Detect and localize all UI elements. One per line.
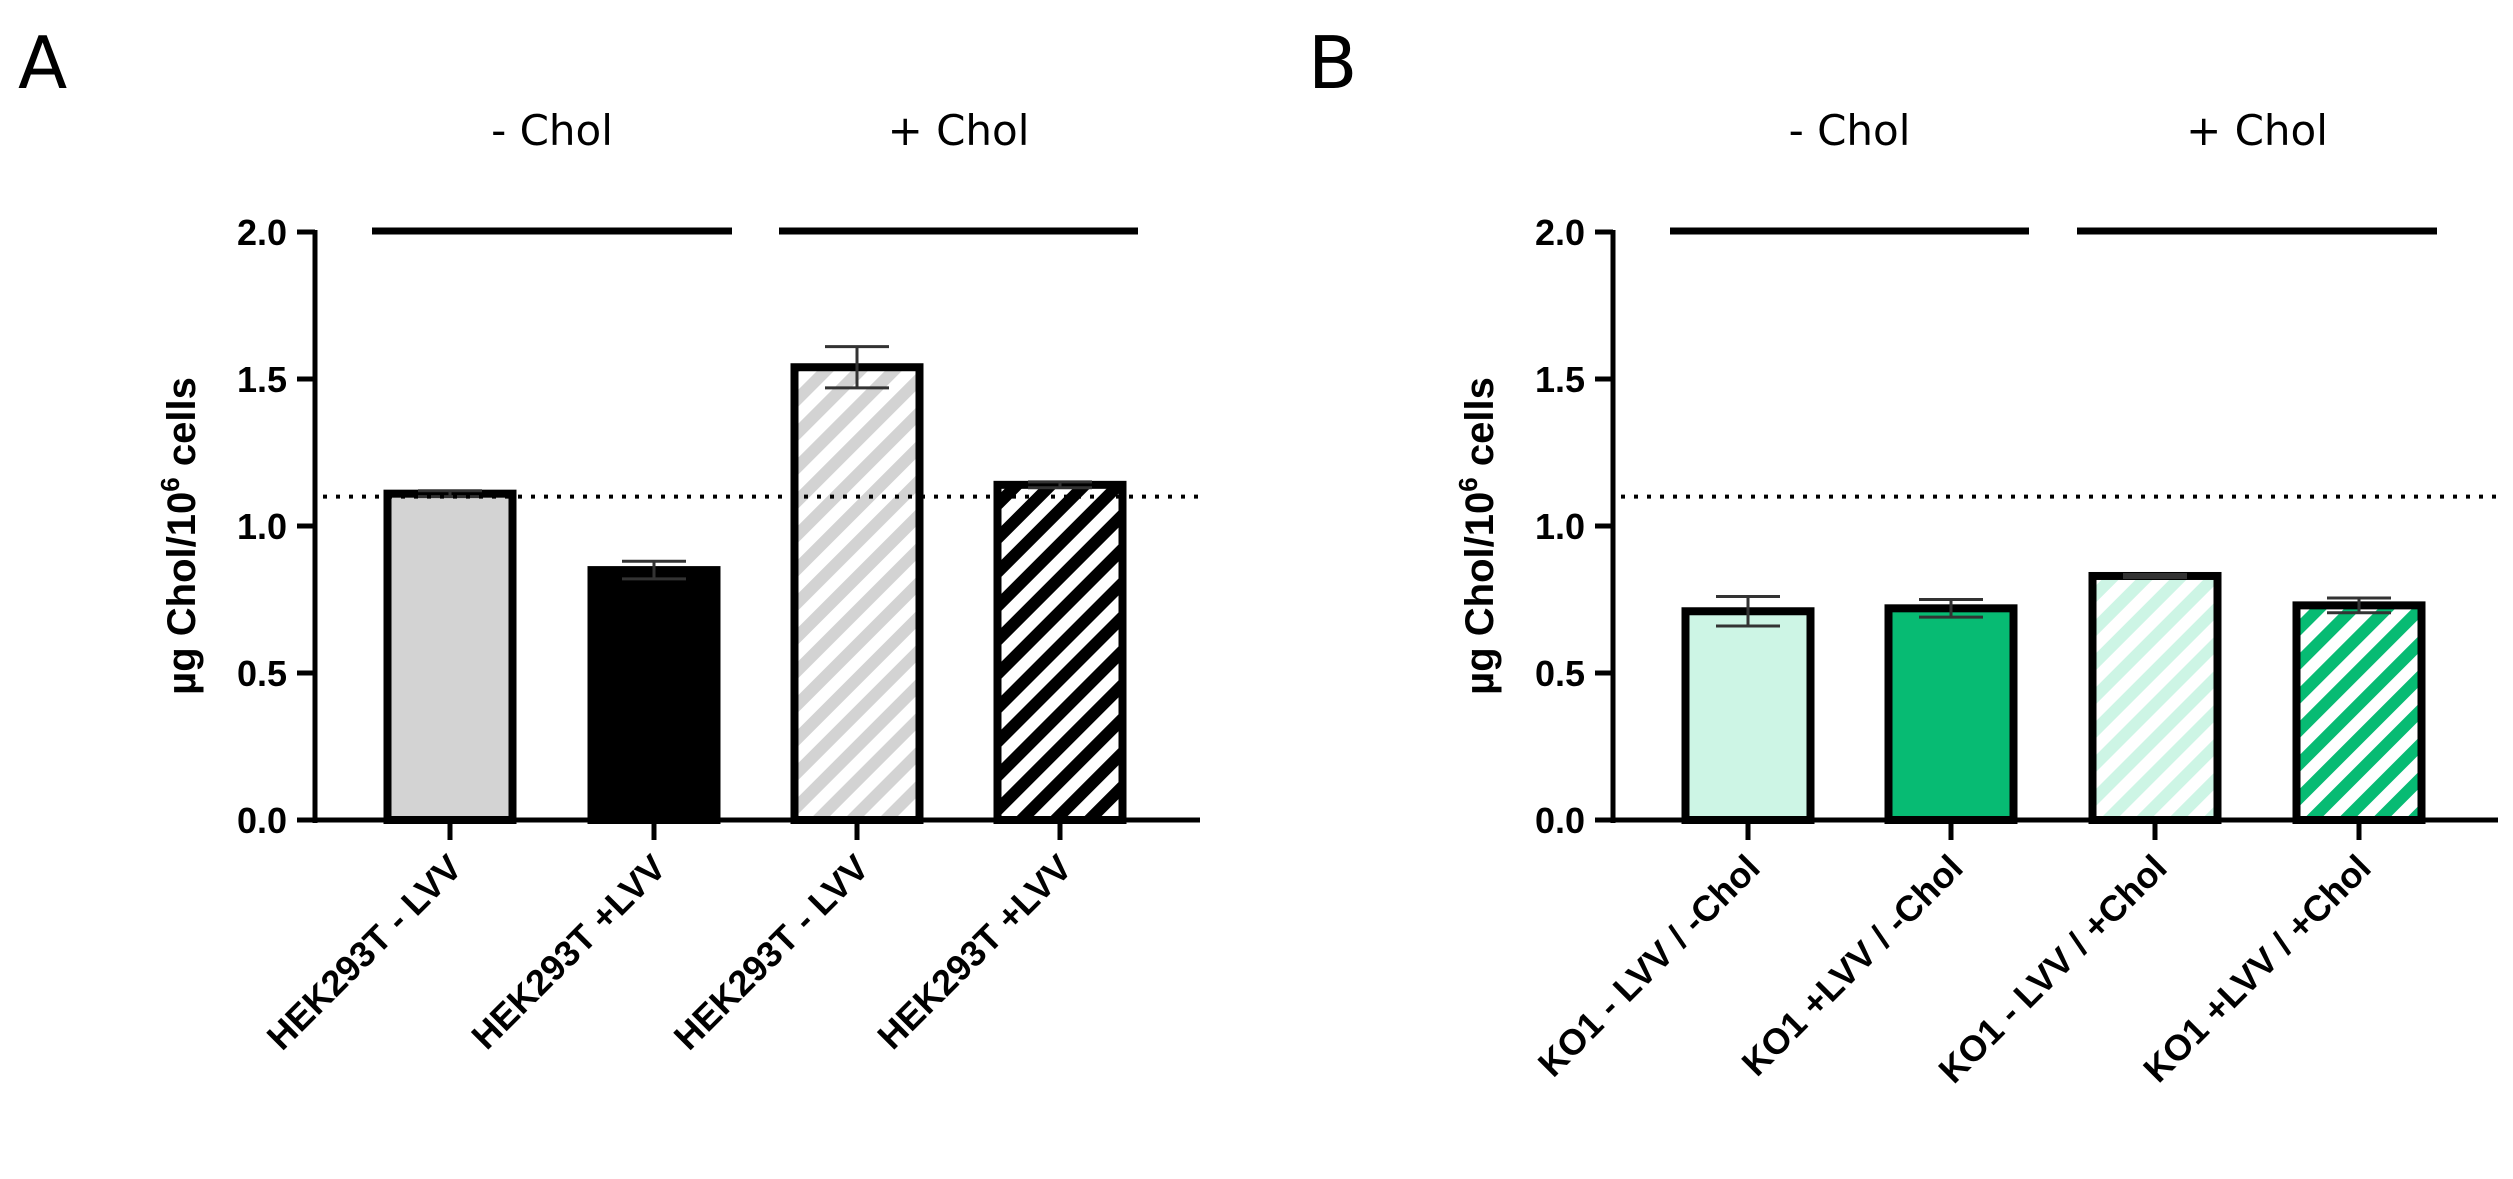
y-tick-label: 2.0 [1535, 212, 1585, 253]
y-tick-label: 1.5 [1535, 359, 1585, 400]
category-label: HEK293T +LVV [869, 847, 1079, 1057]
bar [1884, 604, 2018, 824]
y-tick-label: 0.5 [237, 653, 287, 694]
y-tick-label: 0.5 [1535, 653, 1585, 694]
category-label: KO1 +LVV / -Chol [1734, 847, 1971, 1084]
category-label: HEK293T +LVV [463, 847, 673, 1057]
category-label: KO1 - LVV / +Chol [1930, 847, 2174, 1091]
category-label: KO1 +LVV / +Chol [2135, 847, 2379, 1091]
category-label: KO1 - LVV / -Chol [1530, 847, 1768, 1085]
error-bar [2123, 573, 2187, 579]
error-bar [1919, 598, 1983, 619]
y-tick-label: 0.0 [237, 800, 287, 841]
error-bar [2327, 596, 2391, 615]
panel-b: B - Chol + Chol 0.0 0.5 1.0 1.5 2.0 µg Chol/106 … [1308, 21, 2498, 1091]
error-bar [622, 559, 686, 581]
bar [587, 566, 721, 824]
y-tick-label: 0.0 [1535, 800, 1585, 841]
group-label: - Chol [1789, 106, 1911, 155]
panel-letter: B [1308, 21, 1357, 105]
error-bar [1716, 595, 1780, 628]
error-bar [825, 345, 889, 390]
bar [2292, 601, 2426, 824]
bar [790, 363, 924, 824]
y-tick-label: 1.5 [237, 359, 287, 400]
panel-letter: A [18, 21, 67, 105]
group-label: + Chol [2186, 106, 2328, 155]
panel-a: A - Chol + Chol 0.0 0.5 1.0 1.5 2.0 µg Chol/106 … [18, 21, 1200, 1058]
category-label: HEK293T - LVV [666, 847, 877, 1058]
category-label: HEK293T - LVV [259, 847, 470, 1058]
bar [2088, 571, 2222, 824]
y-tick-label: 1.0 [237, 506, 287, 547]
bar [383, 489, 517, 824]
y-axis-title: µg Chol/106 cells [1453, 377, 1502, 695]
group-label: - Chol [491, 106, 613, 155]
error-bar [1028, 480, 1092, 490]
bar [1681, 607, 1815, 825]
y-tick-label: 2.0 [237, 212, 287, 253]
y-tick-label: 1.0 [1535, 506, 1585, 547]
bar [993, 480, 1127, 824]
group-label: + Chol [888, 106, 1030, 155]
y-axis-title: µg Chol/106 cells [155, 377, 204, 695]
